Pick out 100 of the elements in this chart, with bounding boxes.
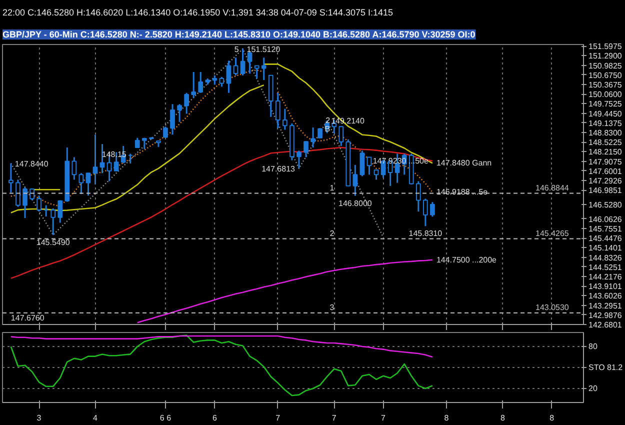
y-tick-label: 144.5251 xyxy=(588,262,622,272)
annotation: 2 xyxy=(330,228,335,238)
candlestick xyxy=(233,56,238,76)
y-tick-label: 144.2176 xyxy=(588,272,622,282)
candlestick xyxy=(8,162,14,194)
y-tick-label: 143.2951 xyxy=(588,301,622,310)
candlestick xyxy=(254,64,260,80)
y-tick-label: 146.5280 xyxy=(588,200,622,210)
y-tick-label: 149.4450 xyxy=(588,109,622,118)
x-tick-label: 7 xyxy=(381,414,386,422)
y-tick-label: 146.0626 xyxy=(588,214,622,224)
y-tick-label: 150.6750 xyxy=(588,70,622,80)
y-tick-label: 145.7551 xyxy=(588,224,622,234)
x-tick-label: 7 xyxy=(276,414,281,422)
candlestick xyxy=(212,74,218,86)
candlestick xyxy=(247,50,252,74)
x-tick-label: 6 6 xyxy=(160,414,172,422)
annotation: 5 xyxy=(234,44,240,54)
x-tick-label: 3 xyxy=(36,414,42,422)
chart-subtitle: 22:00 C:146.5280 H:146.6020 L:146.1340 O:146.1950 V:1,391 34:38 04-07-09 S:144.3075 I:1415 xyxy=(2,8,393,18)
candlestick xyxy=(36,194,42,212)
candlestick xyxy=(16,178,20,208)
candlestick xyxy=(282,108,288,130)
annotation: 2 xyxy=(326,116,331,126)
y-tick-label: 144.8326 xyxy=(588,253,622,262)
candlestick xyxy=(50,208,56,236)
candlestick xyxy=(191,71,196,99)
x-tick-label: 6 xyxy=(212,414,218,422)
y-tick-label: 148.8300 xyxy=(588,128,622,138)
candlestick xyxy=(275,92,280,129)
ref-line-label: 145.4265 xyxy=(536,228,570,238)
x-tick-label: 8 xyxy=(550,414,555,422)
y-tick-label: 151.5975 xyxy=(588,42,622,52)
candlestick xyxy=(240,48,246,76)
candlestick xyxy=(352,164,358,197)
y-tick-label: 150.9825 xyxy=(588,61,622,70)
y-tick-label: 150.3675 xyxy=(588,80,622,90)
candlestick xyxy=(360,150,365,177)
candlestick xyxy=(184,92,189,115)
line-series xyxy=(10,334,434,396)
candlestick xyxy=(261,56,266,81)
y-tick-label: 143.6026 xyxy=(588,292,622,301)
annotation: 145.5490 xyxy=(36,238,70,247)
candlestick xyxy=(219,76,224,88)
y-tick-label: 147.2926 xyxy=(588,176,622,186)
candlestick xyxy=(318,127,322,139)
y-tick-label: 148.5225 xyxy=(588,138,622,148)
x-tick-label: 8 xyxy=(500,414,506,422)
candlestick xyxy=(310,126,316,148)
y-tick-label: STO 81.2 xyxy=(588,363,624,372)
candlestick xyxy=(134,137,140,148)
y-tick-label: 151.2900 xyxy=(588,52,622,61)
candlestick xyxy=(338,126,344,147)
ref-line-label: 146.8844 xyxy=(536,183,570,192)
y-tick-label: 147.6001 xyxy=(588,166,622,176)
candlestick xyxy=(78,172,84,195)
candlestick xyxy=(374,169,379,180)
annotation: 145.8310 xyxy=(408,229,443,238)
candlestick xyxy=(366,156,372,176)
candlestick xyxy=(58,200,63,224)
y-tick-label: 147.9075 xyxy=(588,157,622,166)
data-label: 147.8440 xyxy=(14,159,49,168)
candlestick xyxy=(198,71,204,94)
line-series xyxy=(136,259,434,324)
annotation: 147.6760 xyxy=(10,314,45,322)
y-tick-label: 148.2150 xyxy=(588,148,622,157)
candlestick xyxy=(92,134,98,186)
x-tick-label: 8 xyxy=(444,414,450,422)
candlestick xyxy=(304,140,308,158)
annotation: 1 xyxy=(330,183,335,192)
ref-line-label: 143.0530 xyxy=(536,302,570,312)
candlestick xyxy=(177,103,182,123)
candlestick xyxy=(170,103,175,136)
line-series xyxy=(10,335,434,358)
candlestick xyxy=(296,150,302,170)
data-label: 151.5120 xyxy=(246,44,281,54)
y-tick-label: 146.9851 xyxy=(588,186,622,196)
annotation: 146.8000 xyxy=(338,198,372,208)
y-tick-label: 142.9876 xyxy=(588,310,622,320)
candlestick xyxy=(416,180,421,212)
x-tick-label: 7 xyxy=(332,414,337,422)
annotation: 3 xyxy=(330,302,335,312)
y-tick-label: 142.6801 xyxy=(588,320,622,330)
data-label: 147.6813 xyxy=(262,164,296,174)
candlestick xyxy=(86,172,91,196)
x-tick-label: 4 xyxy=(93,414,98,422)
chart-title: GBP/JPY - 60-Min C:146.5280 N:- 2.5820 H:149.2140 L:145.8310 O:149.1040 B:146.5280 A:146.5790 V:30259 OI:0 xyxy=(2,30,476,40)
y-tick-label: 143.9101 xyxy=(588,282,622,292)
y-tick-label: 149.1375 xyxy=(588,118,622,128)
candlestick xyxy=(430,201,435,218)
y-tick-label: 80 xyxy=(588,342,598,351)
candlestick xyxy=(226,60,232,94)
y-tick-label: 145.1401 xyxy=(588,244,622,253)
data-label: 147.8480 Gann xyxy=(436,158,492,168)
y-tick-label: 149.7525 xyxy=(588,100,622,109)
y-tick-label: 145.4476 xyxy=(588,234,622,244)
candlestick xyxy=(22,186,28,219)
data-label: 144.7500 ...200e xyxy=(436,255,498,264)
y-tick-label: 20 xyxy=(588,384,598,393)
candlestick xyxy=(163,126,168,138)
